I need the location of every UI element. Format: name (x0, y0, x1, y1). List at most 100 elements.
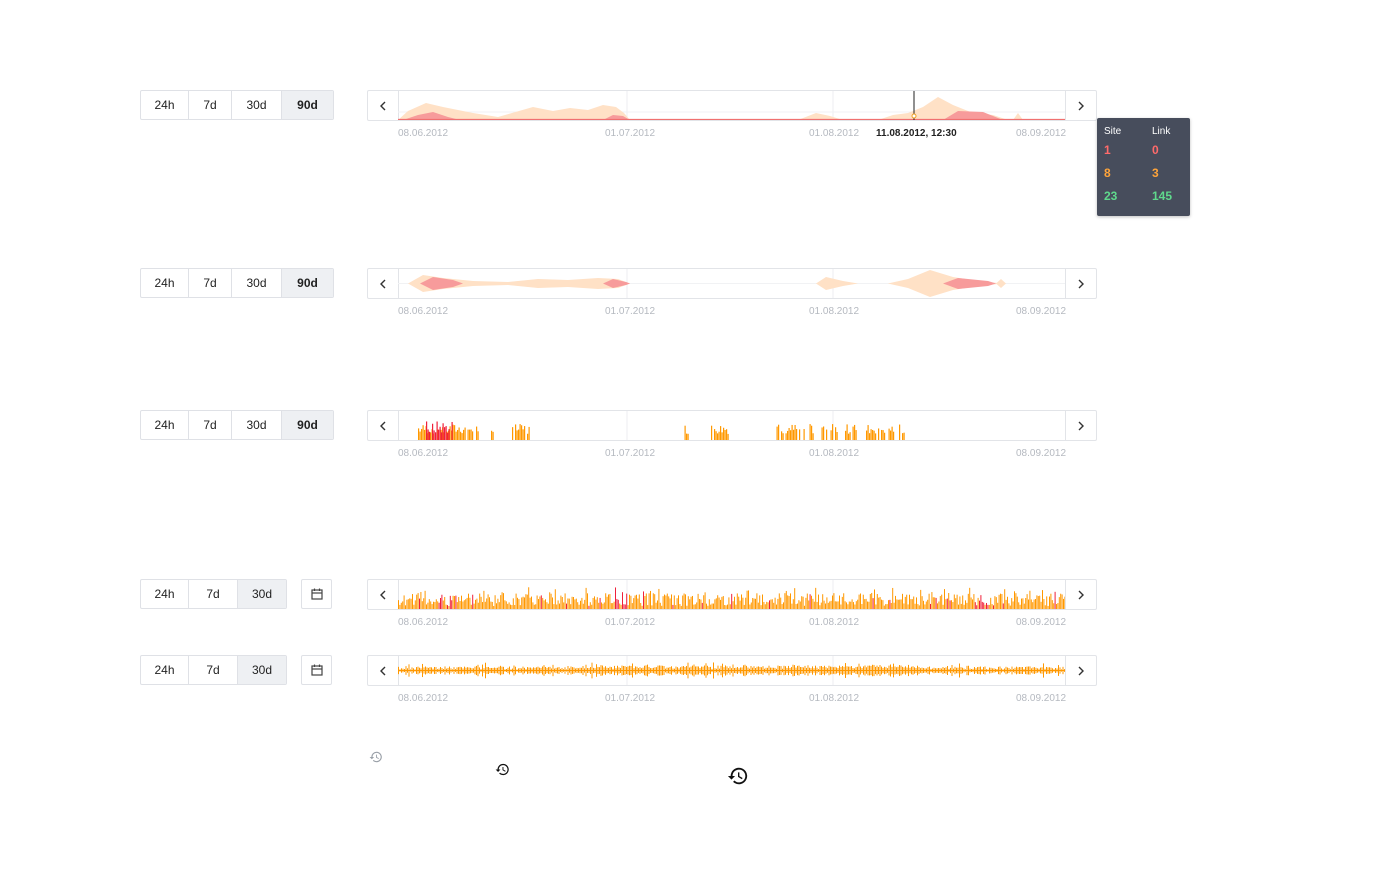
range-7d-button[interactable]: 7d (189, 656, 238, 684)
history-icon[interactable] (369, 750, 383, 764)
tooltip-value: 145 (1152, 189, 1173, 203)
prev-button[interactable] (368, 656, 399, 685)
range-30d-button[interactable]: 30d (232, 269, 282, 297)
bar (458, 597, 460, 609)
bar (512, 427, 514, 440)
timeline-bars-dense[interactable] (367, 579, 1097, 610)
timeline-row-2: 24h 7d 30d 90d 08.06.2012 0 (140, 268, 1100, 317)
bar (486, 667, 488, 674)
bar (914, 603, 916, 609)
range-24h-button[interactable]: 24h (141, 269, 189, 297)
timeline-waveform[interactable] (367, 655, 1097, 686)
next-button[interactable] (1065, 269, 1096, 298)
bar (773, 602, 775, 609)
range-24h-button[interactable]: 24h (141, 580, 189, 608)
bar (732, 664, 734, 677)
range-selector: 24h 7d 30d (140, 655, 287, 685)
prev-button[interactable] (368, 411, 399, 440)
chevron-left-icon (380, 421, 386, 431)
range-selector: 24h 7d 30d (140, 579, 287, 609)
timeline-bars-sparse[interactable] (367, 410, 1097, 441)
bar (641, 668, 642, 673)
range-7d-button[interactable]: 7d (189, 269, 232, 297)
range-24h-button[interactable]: 24h (141, 411, 189, 439)
bar (905, 666, 906, 675)
bar (438, 668, 440, 673)
bar (802, 596, 804, 609)
history-icon[interactable] (495, 762, 510, 777)
bar (476, 598, 478, 609)
range-90d-button[interactable]: 90d (282, 91, 333, 119)
bar (732, 601, 734, 609)
bar (962, 667, 963, 674)
bar (587, 593, 588, 609)
bar (977, 667, 978, 674)
bar (801, 667, 803, 674)
bar (581, 597, 583, 609)
bar (748, 590, 749, 609)
calendar-button[interactable] (301, 655, 332, 685)
bar (668, 667, 669, 674)
bar (530, 667, 531, 674)
bar (911, 599, 913, 609)
bar (428, 599, 430, 609)
bar (592, 597, 594, 609)
range-24h-button[interactable]: 24h (141, 91, 189, 119)
prev-button[interactable] (368, 91, 399, 120)
bar (678, 668, 680, 673)
bar (927, 599, 929, 609)
range-30d-button[interactable]: 30d (232, 411, 282, 439)
bar (839, 665, 840, 676)
range-7d-button[interactable]: 7d (189, 91, 232, 119)
prev-button[interactable] (368, 269, 399, 298)
range-30d-button[interactable]: 30d (238, 656, 286, 684)
bar (692, 665, 693, 676)
bar (824, 665, 825, 676)
bar (984, 604, 986, 609)
bar (416, 594, 418, 609)
bar (464, 666, 465, 675)
bar (662, 665, 663, 676)
bar (788, 427, 790, 440)
bar (455, 595, 457, 609)
range-7d-button[interactable]: 7d (189, 411, 232, 439)
bar (687, 662, 689, 679)
bar (703, 595, 705, 609)
next-button[interactable] (1065, 580, 1096, 609)
bar (956, 594, 958, 609)
bar (431, 604, 433, 609)
next-button[interactable] (1065, 411, 1096, 440)
bar (531, 596, 532, 609)
bar (435, 432, 437, 440)
bar (723, 427, 725, 440)
range-90d-button[interactable]: 90d (282, 411, 333, 439)
range-30d-button[interactable]: 30d (232, 91, 282, 119)
bar (755, 668, 756, 673)
bar (911, 666, 912, 675)
history-icon[interactable] (727, 765, 749, 787)
bar (504, 600, 506, 609)
bar (726, 429, 728, 440)
axis-tick-label: 08.09.2012 (1016, 617, 1067, 628)
bar (582, 603, 584, 609)
range-30d-button[interactable]: 30d (238, 580, 286, 608)
bar (976, 605, 978, 609)
bar (630, 665, 632, 676)
bar (812, 666, 813, 675)
bar (741, 594, 742, 609)
calendar-button[interactable] (301, 579, 332, 609)
range-7d-button[interactable]: 7d (189, 580, 238, 608)
timeline-area[interactable] (367, 90, 1097, 121)
bar (890, 664, 891, 677)
prev-button[interactable] (368, 580, 399, 609)
next-button[interactable] (1065, 656, 1096, 685)
bar (516, 430, 518, 440)
next-button[interactable] (1065, 91, 1096, 120)
bar (679, 604, 681, 609)
range-90d-button[interactable]: 90d (282, 269, 333, 297)
bar (563, 669, 564, 672)
timeline-violin[interactable] (367, 268, 1097, 299)
bar (734, 596, 735, 609)
bar (816, 601, 818, 609)
range-24h-button[interactable]: 24h (141, 656, 189, 684)
